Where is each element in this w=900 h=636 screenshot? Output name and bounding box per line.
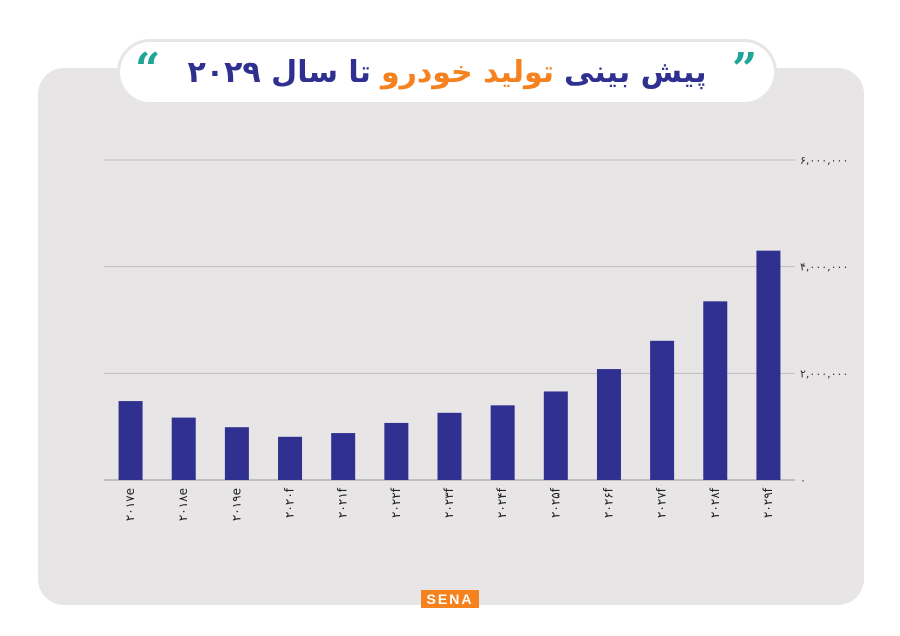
title-part-2: تولید خودرو (380, 54, 555, 90)
quote-close-icon: ” (732, 44, 758, 95)
logo-text: SENA (420, 590, 480, 608)
bar (171, 417, 196, 480)
x-tick-label: ۲۰۲۵f (548, 487, 562, 518)
bar (224, 427, 249, 480)
x-tick-label: ۲۰۲۶f (601, 487, 615, 518)
bar (437, 412, 462, 480)
bar (118, 401, 143, 480)
bar (331, 433, 356, 480)
bar (384, 422, 409, 480)
quote-open-icon: “ (135, 44, 161, 95)
title-part-1: پیش بینی (564, 54, 707, 90)
x-tick-label: ۲۰۲۸f (708, 487, 722, 518)
y-tick-label: ۶,۰۰۰,۰۰۰ (800, 154, 848, 167)
x-tick-label: ۲۰۱۹e (229, 488, 243, 521)
title-part-3: تا سال ۲۰۲۹ (187, 54, 371, 90)
chart-title: پیش بینی تولید خودرو تا سال ۲۰۲۹ (120, 42, 774, 102)
x-tick-label: ۲۰۲۷f (655, 487, 669, 518)
x-tick-label: ۲۰۲۱f (336, 487, 350, 518)
y-tick-label: ۴,۰۰۰,۰۰۰ (800, 261, 848, 274)
x-tick-label: ۲۰۲۲f (389, 487, 403, 518)
bar (756, 250, 781, 480)
bar (650, 340, 675, 480)
y-tick-label: ۲,۰۰۰,۰۰۰ (800, 367, 848, 380)
y-tick-label: ۰ (800, 474, 806, 487)
bar (490, 405, 515, 480)
bar (543, 391, 568, 480)
bar (278, 436, 303, 480)
x-tick-label: ۲۰۲۳f (442, 487, 456, 518)
x-tick-label: ۲۰۱۸e (176, 488, 190, 521)
bar (596, 369, 621, 480)
bar (703, 301, 728, 480)
title-pill: پیش بینی تولید خودرو تا سال ۲۰۲۹ (120, 42, 774, 102)
x-tick-label: ۲۰۲۴f (495, 487, 509, 518)
x-tick-label: ۲۰۲۹f (761, 487, 775, 518)
sena-logo: SENA (415, 588, 485, 610)
x-tick-label: ۲۰۲۰f (283, 487, 297, 518)
x-tick-label: ۲۰۱۷e (123, 488, 137, 521)
